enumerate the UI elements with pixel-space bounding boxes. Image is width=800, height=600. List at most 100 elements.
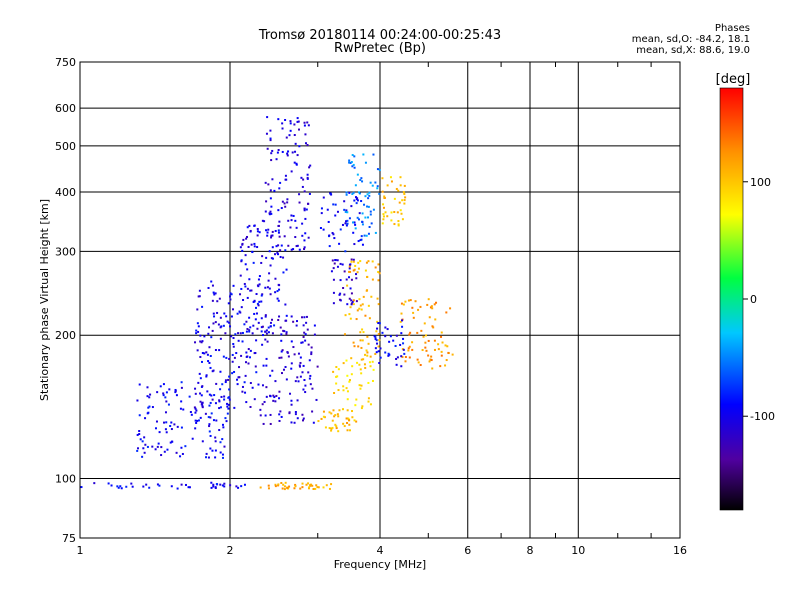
data-point: [428, 316, 431, 319]
data-point: [431, 325, 434, 328]
data-point: [261, 255, 264, 258]
data-point: [334, 214, 337, 217]
data-point: [315, 484, 318, 487]
data-point: [433, 339, 436, 342]
data-point: [303, 239, 306, 242]
data-point: [243, 381, 246, 384]
data-point: [399, 184, 402, 187]
data-point: [409, 331, 412, 334]
data-point: [262, 364, 265, 367]
data-point: [368, 317, 371, 320]
data-point: [290, 214, 293, 217]
data-point: [167, 403, 170, 406]
data-point: [381, 177, 384, 180]
data-point: [201, 403, 204, 406]
y-tick-label: 500: [55, 140, 76, 153]
data-point: [210, 280, 213, 283]
data-point: [190, 413, 193, 416]
data-point: [399, 320, 402, 323]
data-point: [230, 315, 233, 318]
data-point: [330, 483, 333, 486]
data-point: [397, 189, 400, 192]
data-point: [270, 159, 273, 162]
data-point: [267, 487, 270, 490]
data-point: [227, 407, 230, 410]
data-point: [369, 181, 372, 184]
data-point: [424, 346, 427, 349]
data-point: [162, 394, 165, 397]
data-point: [264, 338, 267, 341]
data-point: [379, 347, 382, 350]
data-point: [130, 482, 133, 485]
data-point: [224, 381, 227, 384]
data-point: [225, 315, 228, 318]
data-point: [294, 483, 297, 486]
data-point: [297, 120, 300, 123]
data-point: [361, 223, 364, 226]
data-point: [240, 287, 243, 290]
data-point: [269, 189, 272, 192]
data-point: [249, 289, 252, 292]
data-point: [201, 406, 204, 409]
data-point: [332, 409, 335, 412]
data-point: [266, 116, 269, 119]
data-point: [328, 427, 331, 430]
data-point: [269, 374, 272, 377]
data-point: [357, 345, 360, 348]
data-point: [256, 302, 259, 305]
data-point: [419, 364, 422, 367]
data-point: [269, 293, 272, 296]
data-point: [430, 359, 433, 362]
data-point: [219, 316, 222, 319]
data-point: [369, 213, 372, 216]
data-point: [361, 212, 364, 215]
data-point: [372, 368, 375, 371]
data-point: [278, 288, 281, 291]
data-point: [286, 198, 289, 201]
data-point: [422, 335, 425, 338]
data-point: [289, 226, 292, 229]
data-point: [348, 429, 351, 432]
data-point: [350, 303, 353, 306]
data-point: [198, 372, 201, 375]
data-point: [300, 341, 303, 344]
data-point: [269, 264, 272, 267]
data-point: [365, 261, 368, 264]
data-point: [353, 243, 356, 246]
data-point: [342, 422, 345, 425]
data-point: [313, 333, 316, 336]
data-point: [411, 348, 414, 351]
data-point: [382, 206, 385, 209]
data-point: [294, 150, 297, 153]
data-point: [214, 486, 217, 489]
data-point: [205, 452, 208, 455]
data-point: [310, 353, 313, 356]
data-point: [254, 352, 257, 355]
data-point: [219, 441, 222, 444]
data-point: [298, 201, 301, 204]
data-point: [388, 353, 391, 356]
data-point: [261, 343, 264, 346]
y-tick-label: 750: [55, 56, 76, 69]
data-point: [303, 190, 306, 193]
data-point: [303, 121, 306, 124]
stats-header: Phases: [714, 23, 750, 34]
data-point: [208, 425, 211, 428]
data-point: [451, 353, 454, 356]
data-point: [249, 229, 252, 232]
data-point: [245, 320, 248, 323]
data-point: [350, 299, 353, 302]
data-point: [343, 270, 346, 273]
chart-subtitle: RwPretec (Bp): [333, 41, 427, 56]
data-point: [306, 176, 309, 179]
data-point: [194, 341, 197, 344]
data-point: [174, 391, 177, 394]
data-point: [283, 202, 286, 205]
data-point: [241, 340, 244, 343]
data-point: [377, 345, 380, 348]
data-point: [270, 234, 273, 237]
data-point: [188, 395, 191, 398]
data-point: [301, 222, 304, 225]
data-point: [364, 366, 367, 369]
data-point: [376, 327, 379, 330]
